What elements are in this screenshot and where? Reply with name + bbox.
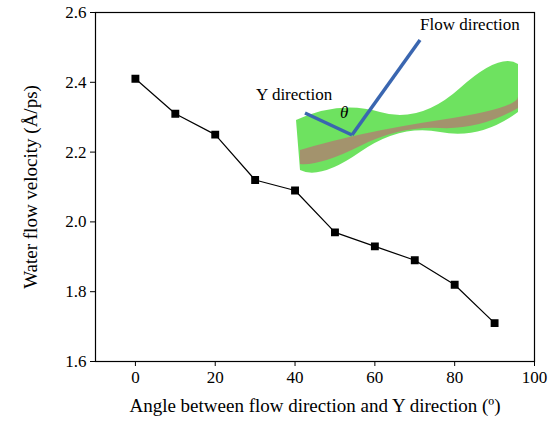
svg-text:1.6: 1.6 <box>65 352 86 371</box>
svg-text:60: 60 <box>366 368 383 387</box>
svg-text:θ: θ <box>340 103 348 122</box>
svg-text:80: 80 <box>446 368 463 387</box>
svg-text:2.2: 2.2 <box>65 143 86 162</box>
svg-text:2.4: 2.4 <box>65 73 87 92</box>
svg-text:2.0: 2.0 <box>65 212 86 231</box>
svg-text:Water flow velocity (Å/ps): Water flow velocity (Å/ps) <box>20 85 42 289</box>
svg-text:2.6: 2.6 <box>65 3 86 22</box>
svg-text:1.8: 1.8 <box>65 282 86 301</box>
svg-text:Angle between flow direction a: Angle between flow direction and Y direc… <box>129 395 500 417</box>
svg-text:40: 40 <box>287 368 304 387</box>
svg-text:20: 20 <box>207 368 224 387</box>
svg-text:0: 0 <box>131 368 140 387</box>
svg-text:Y direction: Y direction <box>256 85 333 104</box>
svg-text:Flow direction: Flow direction <box>420 15 520 34</box>
svg-text:100: 100 <box>522 368 548 387</box>
